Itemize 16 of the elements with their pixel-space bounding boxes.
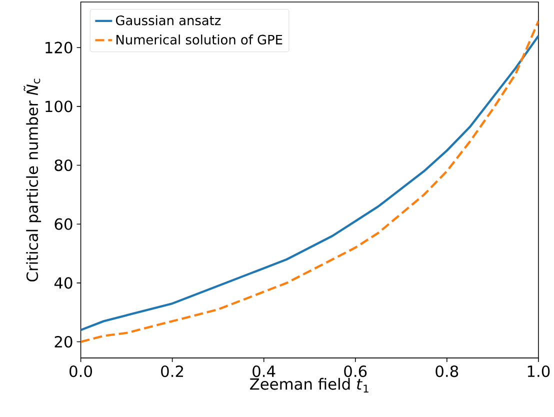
x-tick-label: 0.4 [252,366,276,378]
y-tick-label: 120 [46,42,72,54]
legend-label: Numerical solution of GPE [116,34,282,45]
x-axis-title: Zeeman field t$_{1}$ [250,378,368,393]
x-tick-label: 1.0 [528,366,550,378]
y-tick-label: 40 [54,277,72,289]
y-tick-label: 80 [54,160,72,172]
y-tick-label: 20 [54,336,72,348]
x-tick-label: 0.6 [344,366,367,378]
legend-label: Gaussian ansatz [116,15,221,26]
x-tick-label: 0.2 [161,366,184,378]
x-tick-label: 0.8 [436,366,458,378]
y-tick-label: 100 [46,100,72,112]
x-tick-label: 0.0 [70,366,92,378]
y-axis-title: Critical particle number Ñ$_{c}$ [24,78,42,282]
y-tick-label: 60 [54,218,72,230]
